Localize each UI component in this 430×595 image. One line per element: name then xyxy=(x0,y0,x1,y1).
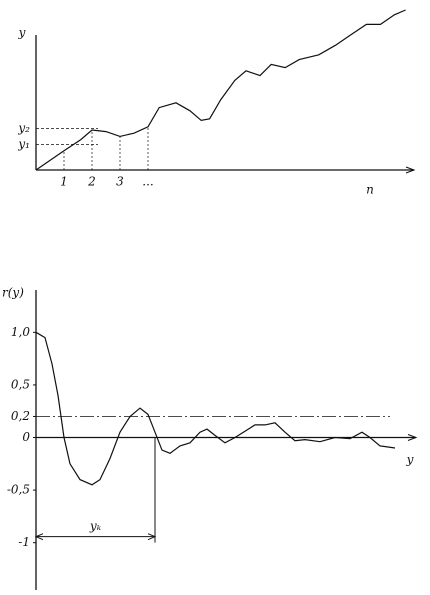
y-tick-label: 0,2 xyxy=(11,409,30,423)
y-tick-label: 1,0 xyxy=(11,325,30,339)
axis-arrow xyxy=(407,434,418,441)
marker-label: yₖ xyxy=(89,519,102,533)
y-tick-label: 0,5 xyxy=(11,377,30,391)
x-axis-label: y xyxy=(406,453,414,467)
data-line xyxy=(35,9,406,171)
y-tick-label: 0 xyxy=(22,430,30,444)
x-tick-label: ... xyxy=(142,175,153,189)
marker-arrow xyxy=(34,533,157,541)
y-tick-label: y₁ xyxy=(17,137,30,151)
data-line xyxy=(35,331,396,486)
x-tick-label: 1 xyxy=(60,175,68,189)
x-tick-label: 2 xyxy=(87,175,96,189)
y-tick-label: y₂ xyxy=(17,121,30,135)
y-axis-label: r(y) xyxy=(2,286,24,300)
y-axis-label: y xyxy=(18,26,26,40)
axis-arrow xyxy=(405,166,416,174)
x-tick-label: 3 xyxy=(116,175,124,189)
y-tick-label: -1 xyxy=(18,535,30,549)
y-tick-label: -0,5 xyxy=(7,483,30,497)
x-axis-label: n xyxy=(366,183,374,197)
